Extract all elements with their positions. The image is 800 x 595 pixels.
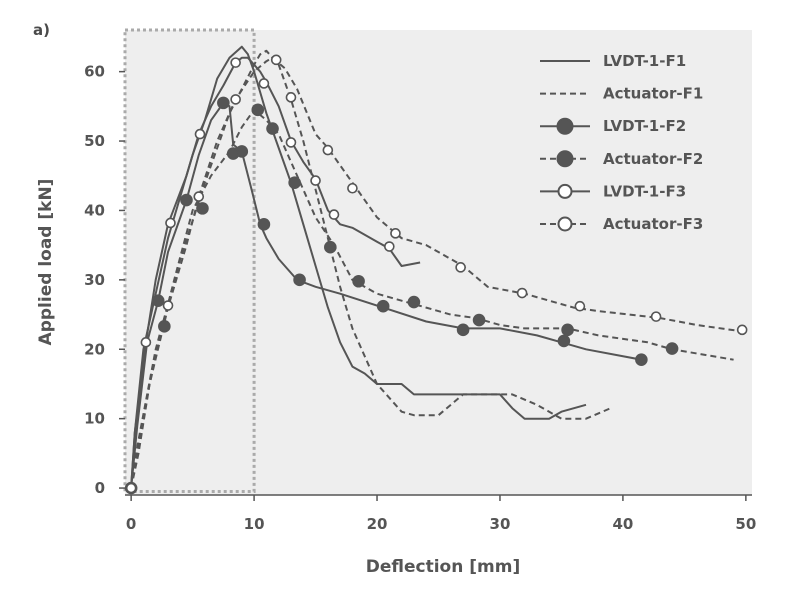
data-point-actuator-f3 xyxy=(574,300,586,312)
data-point-lvdt-1-f3 xyxy=(194,128,206,140)
data-point-actuator-f2 xyxy=(561,323,574,337)
x-axis-title: Deflection [mm] xyxy=(366,557,520,577)
highlight-box-outline xyxy=(123,28,256,494)
x-tick-label: 0 xyxy=(126,515,136,533)
data-point-actuator-f2 xyxy=(352,274,365,288)
data-point-actuator-f2 xyxy=(472,313,486,327)
data-point-actuator-f3 xyxy=(650,311,662,322)
y-tick-label: 50 xyxy=(84,132,105,150)
data-point-lvdt-1-f3 xyxy=(310,175,321,186)
data-point-lvdt-1-f3 xyxy=(165,217,176,229)
data-point-lvdt-1-f3 xyxy=(328,209,340,220)
x-tick-label: 30 xyxy=(490,515,511,533)
data-point-lvdt-1-f2 xyxy=(217,96,230,110)
legend-marker-lvdt-1-f3 xyxy=(557,183,573,199)
legend-label-lvdt-1-f2: LVDT-1-F2 xyxy=(603,117,686,135)
data-point-actuator-f2 xyxy=(288,176,301,189)
data-point-lvdt-1-f2 xyxy=(257,218,271,231)
legend-marker-lvdt-1-f2 xyxy=(556,117,574,135)
data-point-lvdt-1-f2 xyxy=(456,323,470,337)
x-tick-label: 40 xyxy=(612,515,633,533)
data-point-actuator-f3 xyxy=(270,54,282,66)
y-tick-label: 10 xyxy=(84,410,105,428)
data-point-actuator-f2 xyxy=(266,122,279,135)
series-line-actuator-f1 xyxy=(130,49,611,489)
data-point-actuator-f3 xyxy=(162,300,174,311)
legend-label-actuator-f2: Actuator-F2 xyxy=(603,150,703,168)
data-point-lvdt-1-f2 xyxy=(180,193,193,207)
legend-label-actuator-f3: Actuator-F3 xyxy=(603,215,703,233)
data-point-actuator-f3 xyxy=(322,144,334,156)
data-point-actuator-f3 xyxy=(230,94,241,105)
data-point-actuator-f2 xyxy=(226,147,240,160)
series-line-lvdt-1-f3 xyxy=(130,56,421,489)
legend: LVDT-1-F1 Actuator-F1 LVDT-1-F2 Actuator-F2… xyxy=(540,52,703,233)
zoom-highlight-box xyxy=(123,28,256,494)
data-point-lvdt-1-f3 xyxy=(258,78,270,89)
data-point-actuator-f3 xyxy=(193,191,205,202)
legend-label-lvdt-1-f3: LVDT-1-F3 xyxy=(603,182,686,200)
data-point-actuator-f2 xyxy=(407,295,421,309)
data-point-actuator-f3 xyxy=(285,92,297,103)
legend-marker-actuator-f3 xyxy=(557,216,573,232)
y-tick-label: 30 xyxy=(84,271,105,289)
data-point-lvdt-1-f3 xyxy=(140,337,152,348)
x-tick-label: 10 xyxy=(244,515,265,533)
x-tick-label: 50 xyxy=(735,515,756,533)
data-point-actuator-f3 xyxy=(736,324,748,336)
data-point-lvdt-1-f3 xyxy=(384,241,395,252)
data-point-actuator-f3 xyxy=(347,182,358,194)
data-point-lvdt-1-f2 xyxy=(151,294,165,307)
data-point-actuator-f2 xyxy=(665,342,679,355)
data-point-lvdt-1-f3 xyxy=(230,57,241,68)
y-tick-label: 20 xyxy=(84,340,105,358)
data-point-actuator-f3 xyxy=(516,287,528,299)
panel-label: a) xyxy=(33,21,50,39)
legend-label-actuator-f1: Actuator-F1 xyxy=(603,85,703,103)
marker-layer xyxy=(124,54,748,495)
data-point-lvdt-1-f2 xyxy=(293,273,306,287)
y-tick-label: 0 xyxy=(95,479,105,497)
legend-label-lvdt-1-f1: LVDT-1-F1 xyxy=(603,52,686,70)
data-point-lvdt-1-f3 xyxy=(285,137,297,148)
y-axis-title: Applied load [kN] xyxy=(36,179,56,346)
axes: 0 10 20 30 40 50 0 10 20 30 40 50 60 xyxy=(84,63,756,533)
x-tick-label: 20 xyxy=(367,515,388,533)
data-point-lvdt-1-f2 xyxy=(557,334,571,348)
data-point-lvdt-1-f2 xyxy=(376,299,390,313)
y-tick-label: 40 xyxy=(84,201,105,219)
y-tick-label: 60 xyxy=(84,63,105,81)
data-point-actuator-f3 xyxy=(390,228,401,239)
series-line-actuator-f2 xyxy=(130,108,734,489)
data-point-actuator-f3 xyxy=(125,482,137,494)
legend-marker-actuator-f2 xyxy=(556,150,574,168)
data-point-lvdt-1-f2 xyxy=(635,353,648,366)
data-point-actuator-f2 xyxy=(158,320,171,333)
data-point-actuator-f3 xyxy=(455,262,466,273)
data-point-actuator-f2 xyxy=(324,240,337,254)
data-point-actuator-f2 xyxy=(251,103,265,117)
data-point-actuator-f2 xyxy=(196,202,209,215)
